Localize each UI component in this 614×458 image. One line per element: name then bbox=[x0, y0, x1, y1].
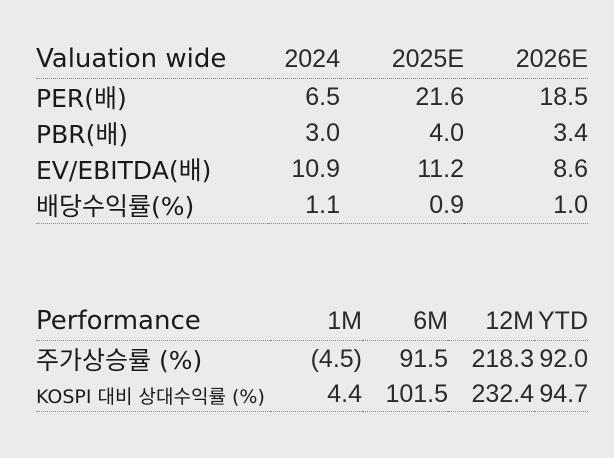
row-label: PER(배) bbox=[36, 84, 127, 113]
row-label: 주가상승률 (%) bbox=[36, 346, 203, 375]
cell-value: 101.5 bbox=[362, 377, 448, 412]
period-12m: 12M bbox=[448, 302, 534, 341]
cell-value: 6.5 bbox=[305, 82, 340, 111]
valuation-header-row: Valuation wide 2024 2025E 2026E bbox=[36, 40, 588, 79]
cell-value: 3.0 bbox=[305, 118, 340, 147]
row-label-cell: KOSPI 대비 상대수익률 (%) bbox=[36, 377, 270, 412]
row-label: EV/EBITDA(배) bbox=[36, 156, 212, 185]
year-2025e: 2025E bbox=[340, 40, 464, 79]
table-row: 배당수익률(%) 1.1 0.9 1.0 bbox=[36, 187, 588, 224]
cell-value: 8.6 bbox=[553, 154, 588, 183]
cell-value: 21.6 bbox=[415, 82, 464, 111]
cell-value: 91.5 bbox=[399, 344, 448, 373]
table-row: KOSPI 대비 상대수익률 (%) 4.4 101.5 232.4 94.7 bbox=[36, 377, 588, 412]
row-label: 배당수익률(%) bbox=[36, 187, 268, 224]
performance-title: Performance bbox=[36, 302, 270, 341]
cell-value: 218.3 bbox=[471, 344, 534, 373]
cell-value: 4.4 bbox=[270, 377, 362, 412]
performance-header-row: Performance 1M 6M 12M YTD bbox=[36, 302, 588, 341]
table-row: PER(배) 6.5 21.6 18.5 bbox=[36, 79, 588, 116]
period-ytd: YTD bbox=[534, 302, 588, 341]
cell-value: 4.0 bbox=[429, 118, 464, 147]
cell-value: 10.9 bbox=[291, 154, 340, 183]
cell-value: 1.1 bbox=[268, 187, 340, 224]
table-row: EV/EBITDA(배) 10.9 11.2 8.6 bbox=[36, 151, 588, 187]
cell-value: 11.2 bbox=[417, 154, 464, 183]
performance-table: Performance 1M 6M 12M YTD 주가상승률 (%) (4.5… bbox=[36, 302, 588, 412]
row-label: KOSPI 대비 상대수익률 (%) bbox=[36, 386, 265, 408]
cell-value: 18.5 bbox=[539, 82, 588, 111]
cell-value: 92.0 bbox=[539, 344, 588, 373]
row-label: PBR(배) bbox=[36, 120, 129, 149]
period-1m: 1M bbox=[270, 302, 362, 341]
cell-value: 1.0 bbox=[464, 187, 588, 224]
table-row: 주가상승률 (%) (4.5) 91.5 218.3 92.0 bbox=[36, 341, 588, 378]
period-6m: 6M bbox=[362, 302, 448, 341]
cell-value: 3.4 bbox=[553, 118, 588, 147]
cell-value: 0.9 bbox=[340, 187, 464, 224]
valuation-table: Valuation wide 2024 2025E 2026E PER(배) 6… bbox=[36, 40, 588, 224]
year-2026e: 2026E bbox=[464, 40, 588, 79]
cell-value: 232.4 bbox=[448, 377, 534, 412]
year-2024: 2024 bbox=[268, 40, 340, 79]
table-row: PBR(배) 3.0 4.0 3.4 bbox=[36, 115, 588, 151]
cell-value: (4.5) bbox=[310, 344, 362, 373]
valuation-title: Valuation wide bbox=[36, 40, 268, 79]
cell-value: 94.7 bbox=[534, 377, 588, 412]
